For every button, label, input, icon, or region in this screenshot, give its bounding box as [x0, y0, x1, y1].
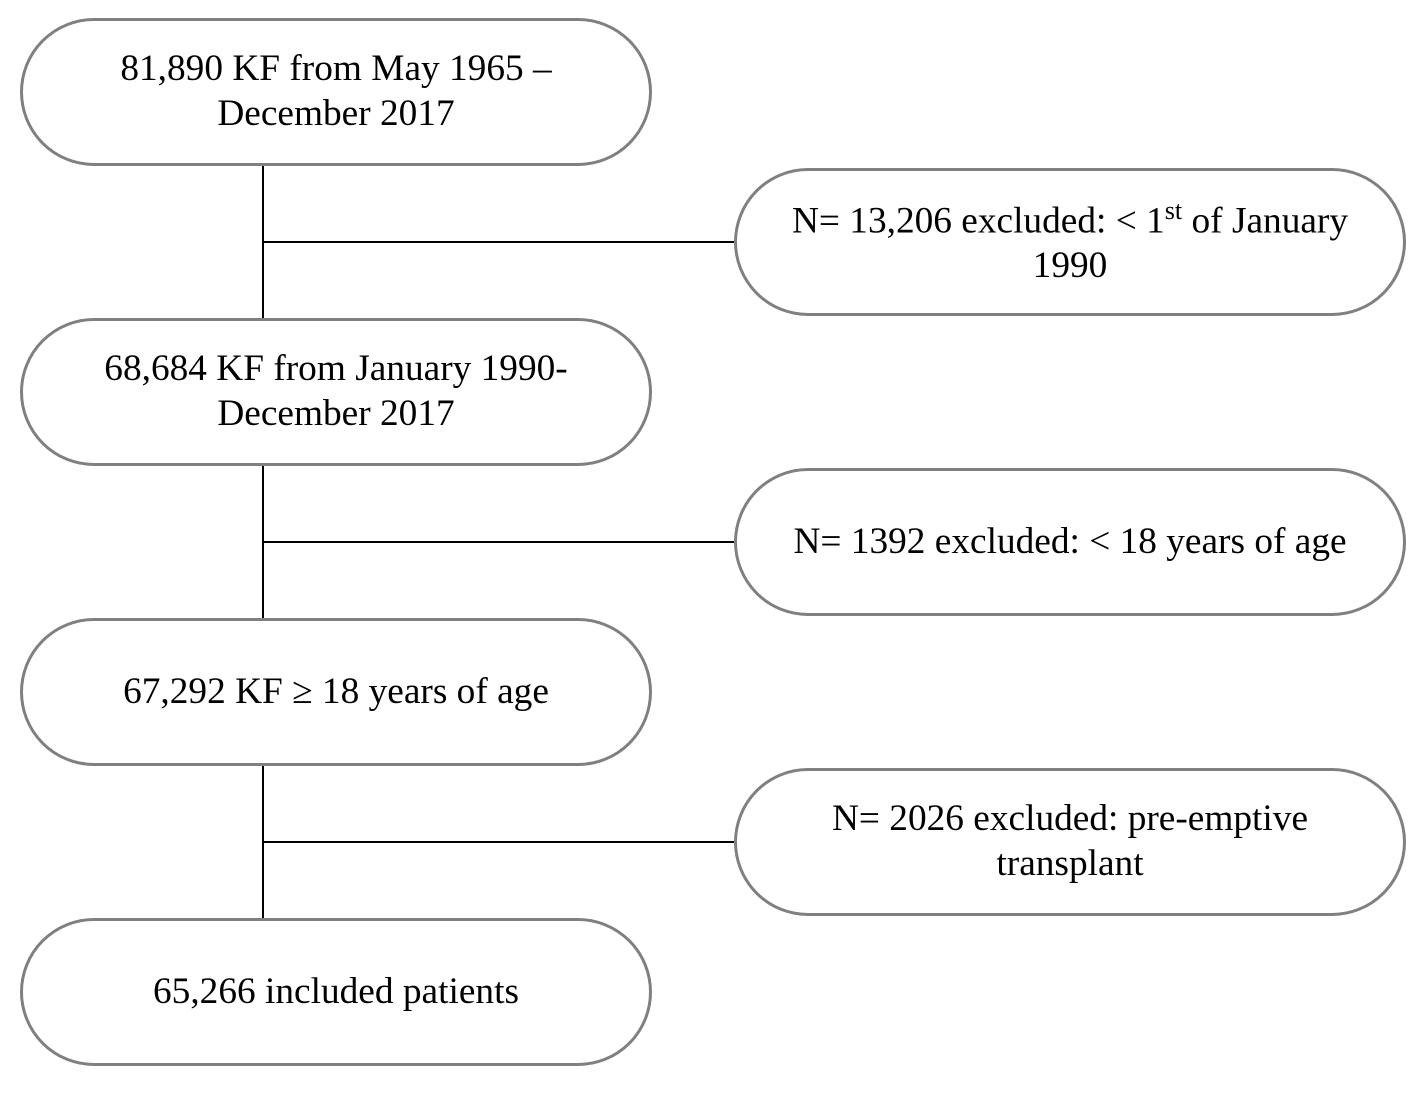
node-label: 67,292 KF ≥ 18 years of age	[123, 670, 549, 715]
node-e3: N= 2026 excluded: pre-emptive transplant	[734, 768, 1406, 916]
node-n3: 67,292 KF ≥ 18 years of age	[20, 618, 652, 766]
node-label: 68,684 KF from January 1990- December 20…	[63, 347, 609, 437]
node-label: 65,266 included patients	[153, 970, 519, 1015]
node-n2: 68,684 KF from January 1990- December 20…	[20, 318, 652, 466]
node-label: 81,890 KF from May 1965 – December 2017	[63, 47, 609, 137]
node-e1: N= 13,206 excluded: < 1st of January 199…	[734, 168, 1406, 316]
connector-1	[263, 241, 734, 243]
flowchart-canvas: 81,890 KF from May 1965 – December 2017 6…	[0, 0, 1424, 1116]
node-label: N= 1392 excluded: < 18 years of age	[793, 520, 1346, 565]
node-label: N= 13,206 excluded: < 1st of January 199…	[777, 195, 1363, 289]
node-n4: 65,266 included patients	[20, 918, 652, 1066]
node-e2: N= 1392 excluded: < 18 years of age	[734, 468, 1406, 616]
connector-5	[263, 841, 734, 843]
node-label: N= 2026 excluded: pre-emptive transplant	[777, 797, 1363, 887]
connector-3	[263, 541, 734, 543]
node-n1: 81,890 KF from May 1965 – December 2017	[20, 18, 652, 166]
